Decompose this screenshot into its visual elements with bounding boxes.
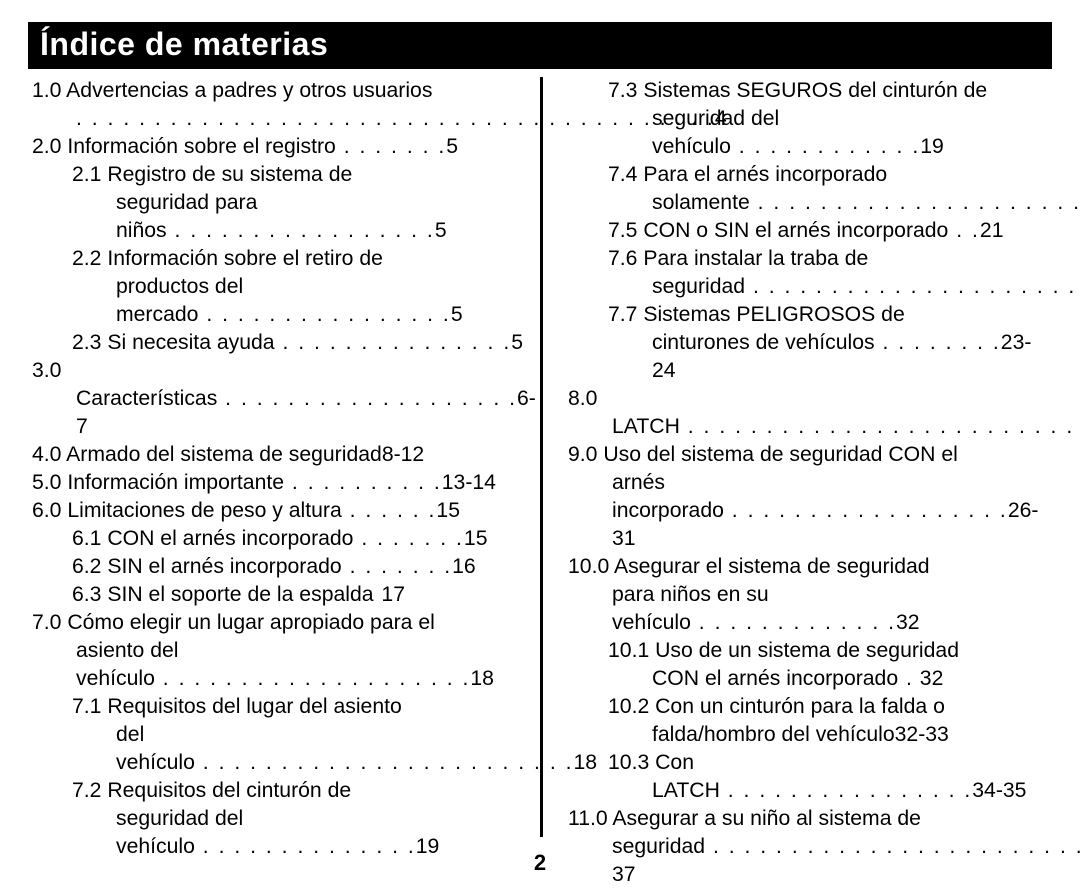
toc-entry: solamente . . . . . . . . . . . . . . . … xyxy=(568,189,1048,217)
toc-entry: 4.0 Armado del sistema de seguridad8-12 xyxy=(32,441,526,469)
toc-entry: 8.0 LATCH . . . . . . . . . . . . . . . … xyxy=(568,385,1048,441)
toc-entry: 7.6 Para instalar la traba de xyxy=(568,245,1048,273)
toc-entry: seguridad del vehículo . . . . . . . . .… xyxy=(568,105,1048,161)
toc-entry: para niños en su vehículo . . . . . . . … xyxy=(568,581,1048,637)
toc-entry: 7.2 Requisitos del cinturón de xyxy=(32,777,526,805)
toc-entry: 5.0 Información importante . . . . . . .… xyxy=(32,469,526,497)
toc-entry: seguridad . . . . . . . . . . . . . . . … xyxy=(568,273,1048,301)
column-divider xyxy=(540,77,543,837)
toc-entry: 7.7 Sistemas PELIGROSOS de xyxy=(568,301,1048,329)
toc-entry: seguridad para niños . . . . . . . . . .… xyxy=(32,189,526,245)
toc-entry: 1.0 Advertencias a padres y otros usuari… xyxy=(32,77,526,105)
toc-entry: falda/hombro del vehículo32-33 xyxy=(568,721,1048,749)
toc-entry: 9.0 Uso del sistema de seguridad CON el xyxy=(568,441,1048,469)
toc-entry: productos del mercado . . . . . . . . . … xyxy=(32,273,526,329)
toc-entry: 3.0 Características . . . . . . . . . . … xyxy=(32,357,526,441)
toc-entry: 6.3 SIN el soporte de la espalda 17 xyxy=(32,581,526,609)
toc-entry: 7.5 CON o SIN el arnés incorporado . .21 xyxy=(568,217,1048,245)
toc-entry: asiento del vehículo . . . . . . . . . .… xyxy=(32,637,526,693)
toc-entry: 10.2 Con un cinturón para la falda o xyxy=(568,693,1048,721)
toc-entry: 2.2 Información sobre el retiro de xyxy=(32,245,526,273)
toc-entry: CON el arnés incorporado . 32 xyxy=(568,665,1048,693)
title: Índice de materias xyxy=(40,26,328,62)
toc-entry: 7.4 Para el arnés incorporado xyxy=(568,161,1048,189)
toc-entry: 7.0 Cómo elegir un lugar apropiado para … xyxy=(32,609,526,637)
toc-entry: 11.0 Asegurar a su niño al sistema de xyxy=(568,805,1048,833)
toc-entry: 10.1 Uso de un sistema de seguridad xyxy=(568,637,1048,665)
toc-entry: 2.0 Información sobre el registro . . . … xyxy=(32,133,526,161)
page-number: 2 xyxy=(0,850,1080,876)
toc-entry: 6.0 Limitaciones de peso y altura . . . … xyxy=(32,497,526,525)
toc-column-left: 1.0 Advertencias a padres y otros usuari… xyxy=(28,75,540,840)
toc-columns: 1.0 Advertencias a padres y otros usuari… xyxy=(28,75,1052,840)
toc-entry: arnés incorporado . . . . . . . . . . . … xyxy=(568,469,1048,553)
toc-entry: 6.1 CON el arnés incorporado . . . . . .… xyxy=(32,525,526,553)
toc-entry: cinturones de vehículos . . . . . . . .2… xyxy=(568,329,1048,385)
toc-entry: 2.3 Si necesita ayuda . . . . . . . . . … xyxy=(32,329,526,357)
toc-entry: 10.3 Con LATCH . . . . . . . . . . . . .… xyxy=(568,749,1048,805)
toc-entry-leader: . . . . . . . . . . . . . . . . . . . . … xyxy=(32,105,526,133)
toc-entry: 10.0 Asegurar el sistema de seguridad xyxy=(568,553,1048,581)
toc-column-right: 7.3 Sistemas SEGUROS del cinturón desegu… xyxy=(540,75,1052,840)
title-bar: Índice de materias xyxy=(28,22,1052,69)
toc-entry: del vehículo . . . . . . . . . . . . . .… xyxy=(32,721,526,777)
toc-entry: 7.3 Sistemas SEGUROS del cinturón de xyxy=(568,77,1048,105)
toc-entry: 2.1 Registro de su sistema de xyxy=(32,161,526,189)
toc-entry: 6.2 SIN el arnés incorporado . . . . . .… xyxy=(32,553,526,581)
toc-entry: 7.1 Requisitos del lugar del asiento xyxy=(32,693,526,721)
